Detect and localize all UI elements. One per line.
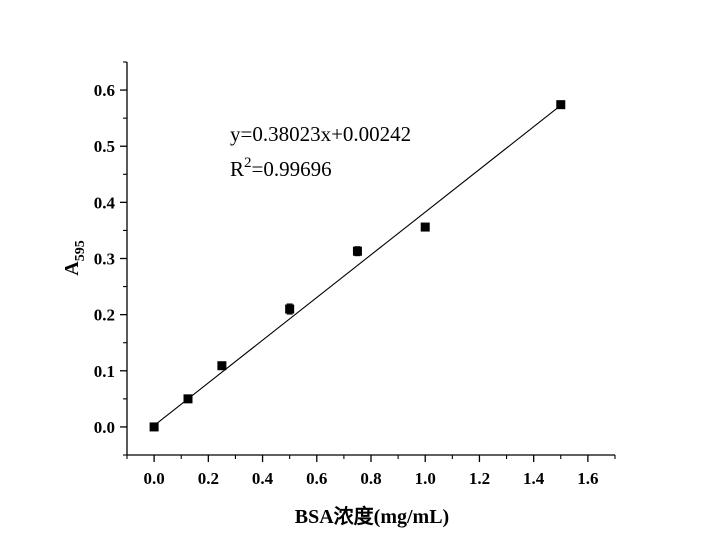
fit-equation: y=0.38023x+0.00242 <box>230 122 411 146</box>
x-tick-label: 0.0 <box>143 469 164 488</box>
y-tick-label: 0.1 <box>94 362 115 381</box>
data-point <box>183 394 193 404</box>
x-tick-label: 0.8 <box>360 469 381 488</box>
y-tick-label: 0.4 <box>94 193 116 212</box>
y-tick-label: 0.0 <box>94 418 115 437</box>
x-tick-label: 1.0 <box>415 469 436 488</box>
y-axis-title-subscript: 595 <box>73 240 88 261</box>
data-point <box>217 361 227 371</box>
y-axis-title: A595 <box>61 240 88 275</box>
y-tick-label: 0.3 <box>94 250 115 269</box>
y-tick-label: 0.6 <box>94 81 115 100</box>
x-tick-label: 1.2 <box>469 469 490 488</box>
y-tick-label: 0.5 <box>94 137 115 156</box>
r-squared-value: =0.99696 <box>252 157 332 181</box>
x-tick-label: 1.4 <box>523 469 545 488</box>
data-point <box>352 246 362 256</box>
data-point <box>556 100 566 110</box>
r-squared: R2=0.99696 <box>230 155 332 181</box>
y-tick-label: 0.2 <box>94 306 115 325</box>
fit-line-group <box>153 104 562 427</box>
data-point <box>420 222 430 232</box>
x-axis: 0.0 0.2 0.4 0.6 0.8 1.0 1.2 1.4 1.6 <box>126 454 616 488</box>
x-tick-label: 0.4 <box>252 469 274 488</box>
x-tick-label: 0.6 <box>306 469 327 488</box>
y-axis: 0.0 0.1 0.2 0.3 0.4 0.5 0.6 <box>94 61 128 456</box>
y-axis-title-main: A <box>61 261 83 276</box>
data-point <box>149 422 159 432</box>
data-points <box>149 100 566 432</box>
x-tick-label: 0.2 <box>198 469 219 488</box>
r-squared-prefix: R <box>230 157 244 181</box>
fit-line <box>153 104 562 427</box>
x-axis-title: BSA浓度(mg/mL) <box>295 504 449 528</box>
r-squared-superscript: 2 <box>244 155 252 171</box>
x-tick-label: 1.6 <box>577 469 598 488</box>
data-point <box>285 304 295 314</box>
